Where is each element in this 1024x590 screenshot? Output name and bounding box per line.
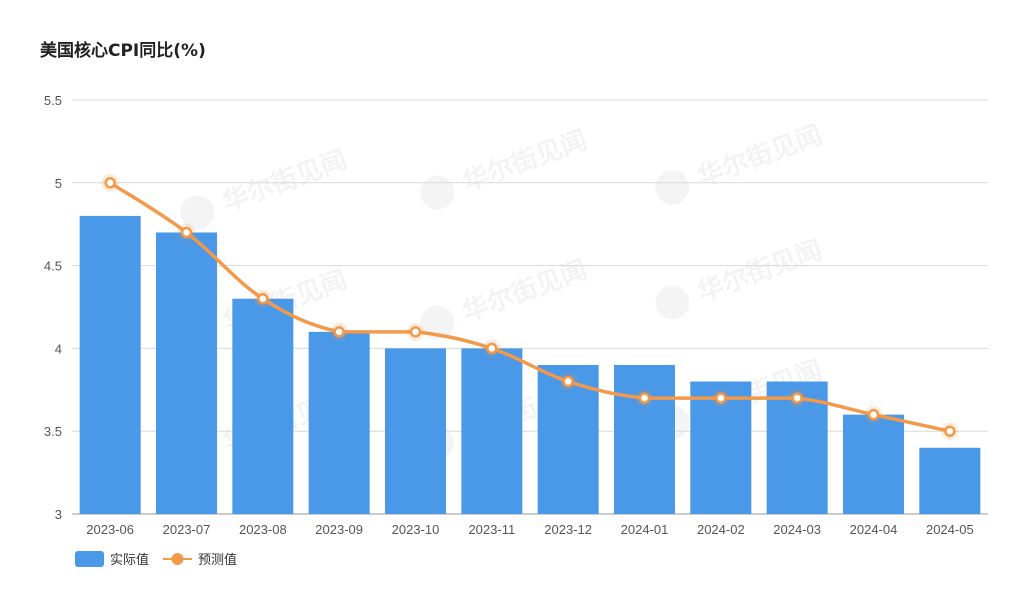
watermark: 华尔街见闻 — [180, 144, 351, 230]
forecast-point — [257, 292, 269, 305]
forecast-point — [104, 177, 116, 189]
forecast-point — [486, 342, 498, 355]
bar — [461, 348, 523, 514]
watermark-logo-icon — [655, 170, 690, 205]
y-tick-label: 5.5 — [44, 93, 62, 108]
x-tick-label: 2023-09 — [315, 522, 363, 537]
watermark-text: 华尔街见闻 — [693, 119, 826, 193]
watermark: 华尔街见闻 — [420, 254, 591, 340]
legend: 实际值 预测值 — [75, 551, 237, 568]
bar — [156, 232, 217, 515]
chart-title: 美国核心CPI同比(%) — [40, 41, 206, 61]
bar — [614, 364, 675, 514]
legend-swatch-bar — [75, 551, 104, 567]
x-tick-label: 2024-01 — [621, 522, 669, 537]
y-tick-label: 3.5 — [44, 424, 62, 439]
forecast-point — [638, 392, 651, 404]
x-tick-label: 2023-07 — [163, 522, 211, 537]
watermark-text: 华尔街见闻 — [458, 124, 591, 198]
forecast-point — [791, 392, 803, 404]
y-tick-label: 3 — [55, 507, 62, 522]
watermark-logo-icon — [420, 175, 455, 210]
x-tick-label: 2023-12 — [544, 522, 592, 537]
x-tick-label: 2023-06 — [86, 522, 134, 537]
bar — [919, 447, 981, 514]
watermark: 华尔街见闻 — [655, 119, 826, 205]
y-tick-label: 4.5 — [44, 259, 62, 274]
forecast-point — [944, 425, 956, 437]
legend-swatch-point — [171, 553, 184, 565]
bar — [79, 215, 141, 515]
watermark-logo-icon — [180, 195, 215, 230]
x-tick-label: 2023-08 — [239, 522, 287, 537]
y-axis: 3 3.5 4 4.5 5 5.5 — [44, 93, 62, 522]
forecast-point — [409, 326, 422, 338]
bar — [232, 298, 294, 514]
x-tick-label: 2023-11 — [468, 522, 515, 537]
forecast-point — [180, 226, 193, 239]
forecast-point — [333, 326, 345, 338]
bar — [843, 414, 904, 514]
watermark-logo-icon — [420, 305, 455, 340]
watermark-text: 华尔街见闻 — [218, 144, 351, 218]
forecast-point — [562, 375, 574, 388]
bar — [385, 348, 446, 514]
watermark: 华尔街见闻 — [420, 124, 591, 210]
forecast-point — [715, 392, 727, 404]
x-axis: 2023-06 2023-07 2023-08 2023-09 2023-10 2023-… — [86, 522, 973, 537]
legend-label-forecast: 预测值 — [198, 552, 237, 568]
x-tick-label: 2023-10 — [392, 522, 440, 537]
legend-label-actual: 实际值 — [110, 552, 149, 568]
watermark-text: 华尔街见闻 — [693, 234, 826, 308]
bar-series — [79, 215, 981, 515]
bar — [537, 364, 599, 514]
bar — [308, 331, 370, 514]
x-tick-label: 2024-05 — [926, 522, 974, 537]
x-tick-label: 2024-04 — [850, 522, 898, 537]
y-tick-label: 4 — [55, 341, 62, 356]
line-series — [101, 173, 959, 441]
watermark: 华尔街见闻 — [655, 234, 826, 320]
y-tick-label: 5 — [55, 176, 62, 191]
x-tick-label: 2024-02 — [697, 522, 745, 537]
forecast-point — [867, 408, 880, 421]
watermark-logo-icon — [655, 285, 690, 320]
x-tick-label: 2024-03 — [773, 522, 821, 537]
